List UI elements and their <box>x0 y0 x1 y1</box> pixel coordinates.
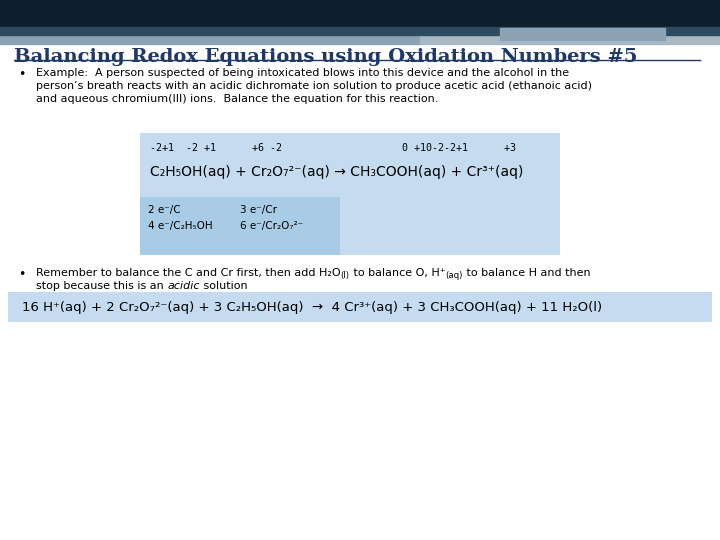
Text: 6 e⁻/Cr₂O₇²⁻: 6 e⁻/Cr₂O₇²⁻ <box>240 221 303 231</box>
Text: 16 H⁺(aq) + 2 Cr₂O₇²⁻(aq) + 3 C₂H₅OH(aq)  →  4 Cr³⁺(aq) + 3 CH₃COOH(aq) + 11 H₂O: 16 H⁺(aq) + 2 Cr₂O₇²⁻(aq) + 3 C₂H₅OH(aq)… <box>22 300 602 314</box>
Bar <box>500 28 665 40</box>
Text: 3 e⁻/Cr: 3 e⁻/Cr <box>240 205 277 215</box>
FancyBboxPatch shape <box>140 133 560 255</box>
Bar <box>0 34 420 44</box>
Bar <box>0 0 720 28</box>
Text: •: • <box>18 268 25 281</box>
Text: 4 e⁻/C₂H₅OH: 4 e⁻/C₂H₅OH <box>148 221 212 231</box>
Text: person’s breath reacts with an acidic dichromate ion solution to produce acetic : person’s breath reacts with an acidic di… <box>36 81 592 91</box>
FancyBboxPatch shape <box>140 197 340 255</box>
Text: 2 e⁻/C: 2 e⁻/C <box>148 205 181 215</box>
Text: Balancing Redox Equations using Oxidation Numbers #5: Balancing Redox Equations using Oxidatio… <box>14 48 637 66</box>
Text: to balance O, H⁺: to balance O, H⁺ <box>350 268 445 278</box>
Text: stop because this is an: stop because this is an <box>36 281 167 291</box>
Text: (aq): (aq) <box>445 271 463 280</box>
Text: (l): (l) <box>341 271 350 280</box>
Bar <box>420 34 720 44</box>
Text: Remember to balance the C and Cr first, then add H₂O: Remember to balance the C and Cr first, … <box>36 268 341 278</box>
Text: to balance H and then: to balance H and then <box>463 268 590 278</box>
Text: acidic: acidic <box>167 281 199 291</box>
Text: C₂H₅OH(aq) + Cr₂O₇²⁻(aq) → CH₃COOH(aq) + Cr³⁺(aq): C₂H₅OH(aq) + Cr₂O₇²⁻(aq) → CH₃COOH(aq) +… <box>150 165 523 179</box>
Bar <box>0 27 720 35</box>
Text: -2+1  -2 +1      +6 -2                    0 +10-2-2+1      +3: -2+1 -2 +1 +6 -2 0 +10-2-2+1 +3 <box>150 143 516 153</box>
Text: solution: solution <box>199 281 248 291</box>
Text: Example:  A person suspected of being intoxicated blows into this device and the: Example: A person suspected of being int… <box>36 68 569 78</box>
Text: •: • <box>18 68 25 81</box>
FancyBboxPatch shape <box>8 292 712 322</box>
Text: and aqueous chromium(III) ions.  Balance the equation for this reaction.: and aqueous chromium(III) ions. Balance … <box>36 94 438 104</box>
